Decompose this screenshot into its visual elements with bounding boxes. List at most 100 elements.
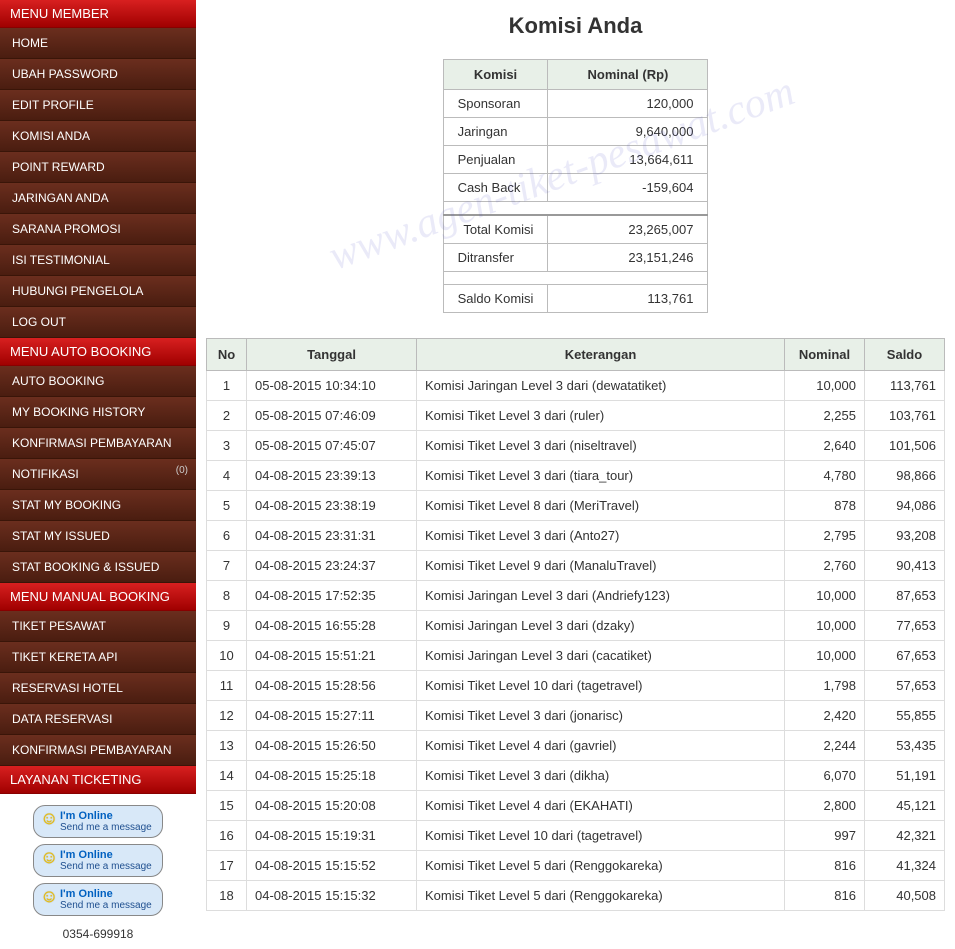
cell-saldo: 90,413 [865, 551, 945, 581]
cell-saldo: 57,653 [865, 671, 945, 701]
table-row: 1404-08-2015 15:25:18Komisi Tiket Level … [207, 761, 945, 791]
table-row: 704-08-2015 23:24:37Komisi Tiket Level 9… [207, 551, 945, 581]
col-nominal: Nominal [785, 339, 865, 371]
table-row: 504-08-2015 23:38:19Komisi Tiket Level 8… [207, 491, 945, 521]
cell-nominal: 4,780 [785, 461, 865, 491]
sidebar-item-edit-profile[interactable]: EDIT PROFILE [0, 90, 196, 121]
saldo-label: Saldo Komisi [443, 285, 548, 313]
cell-nominal: 2,244 [785, 731, 865, 761]
sidebar-item-tiket-pesawat[interactable]: TIKET PESAWAT [0, 611, 196, 642]
col-saldo: Saldo [865, 339, 945, 371]
transactions-table: No Tanggal Keterangan Nominal Saldo 105-… [206, 338, 945, 911]
chat-online-1[interactable]: I'm OnlineSend me a message [33, 805, 163, 838]
table-row: 1204-08-2015 15:27:11Komisi Tiket Level … [207, 701, 945, 731]
cell-no: 17 [207, 851, 247, 881]
cell-keterangan: Komisi Tiket Level 3 dari (dikha) [417, 761, 785, 791]
sidebar-item-data-reservasi[interactable]: DATA RESERVASI [0, 704, 196, 735]
cell-no: 11 [207, 671, 247, 701]
cell-keterangan: Komisi Tiket Level 5 dari (Renggokareka) [417, 851, 785, 881]
cell-saldo: 55,855 [865, 701, 945, 731]
cell-no: 4 [207, 461, 247, 491]
cell-nominal: 816 [785, 851, 865, 881]
cell-no: 8 [207, 581, 247, 611]
cell-nominal: 2,420 [785, 701, 865, 731]
cell-nominal: 997 [785, 821, 865, 851]
table-row: 804-08-2015 17:52:35Komisi Jaringan Leve… [207, 581, 945, 611]
cell-tanggal: 04-08-2015 23:31:31 [247, 521, 417, 551]
summary-table: Komisi Nominal (Rp) Sponsoran120,000Jari… [443, 59, 709, 313]
sidebar-item-stat-booking-issued[interactable]: STAT BOOKING & ISSUED [0, 552, 196, 583]
cell-tanggal: 04-08-2015 15:20:08 [247, 791, 417, 821]
sidebar-item-log-out[interactable]: LOG OUT [0, 307, 196, 338]
cell-keterangan: Komisi Tiket Level 3 dari (tiara_tour) [417, 461, 785, 491]
saldo-value: 113,761 [548, 285, 708, 313]
table-row: 404-08-2015 23:39:13Komisi Tiket Level 3… [207, 461, 945, 491]
sidebar-item-stat-my-issued[interactable]: STAT MY ISSUED [0, 521, 196, 552]
cell-no: 1 [207, 371, 247, 401]
cell-tanggal: 04-08-2015 15:28:56 [247, 671, 417, 701]
cell-saldo: 113,761 [865, 371, 945, 401]
sidebar-item-isi-testimonial[interactable]: ISI TESTIMONIAL [0, 245, 196, 276]
cell-no: 12 [207, 701, 247, 731]
cell-tanggal: 04-08-2015 15:25:18 [247, 761, 417, 791]
cell-tanggal: 04-08-2015 15:19:31 [247, 821, 417, 851]
sidebar-item-konfirmasi-pembayaran[interactable]: KONFIRMASI PEMBAYARAN [0, 735, 196, 766]
cell-nominal: 2,760 [785, 551, 865, 581]
cell-nominal: 10,000 [785, 581, 865, 611]
sidebar-item-point-reward[interactable]: POINT REWARD [0, 152, 196, 183]
cell-no: 6 [207, 521, 247, 551]
sidebar-item-jaringan-anda[interactable]: JARINGAN ANDA [0, 183, 196, 214]
cell-tanggal: 04-08-2015 15:27:11 [247, 701, 417, 731]
cell-keterangan: Komisi Tiket Level 3 dari (ruler) [417, 401, 785, 431]
table-row: 604-08-2015 23:31:31Komisi Tiket Level 3… [207, 521, 945, 551]
sidebar-item-sarana-promosi[interactable]: SARANA PROMOSI [0, 214, 196, 245]
summary-row-label: Penjualan [443, 146, 548, 174]
sidebar-item-reservasi-hotel[interactable]: RESERVASI HOTEL [0, 673, 196, 704]
table-row: 1304-08-2015 15:26:50Komisi Tiket Level … [207, 731, 945, 761]
table-row: 1704-08-2015 15:15:52Komisi Tiket Level … [207, 851, 945, 881]
sidebar-item-ubah-password[interactable]: UBAH PASSWORD [0, 59, 196, 90]
table-row: 105-08-2015 10:34:10Komisi Jaringan Leve… [207, 371, 945, 401]
sidebar-item-notifikasi[interactable]: NOTIFIKASI(0) [0, 459, 196, 490]
table-row: 1604-08-2015 15:19:31Komisi Tiket Level … [207, 821, 945, 851]
table-row: 904-08-2015 16:55:28Komisi Jaringan Leve… [207, 611, 945, 641]
cell-no: 13 [207, 731, 247, 761]
cell-saldo: 42,321 [865, 821, 945, 851]
table-row: 305-08-2015 07:45:07Komisi Tiket Level 3… [207, 431, 945, 461]
cell-nominal: 2,255 [785, 401, 865, 431]
sidebar-item-my-booking-history[interactable]: MY BOOKING HISTORY [0, 397, 196, 428]
cell-keterangan: Komisi Jaringan Level 3 dari (cacatiket) [417, 641, 785, 671]
chat-online-2[interactable]: I'm OnlineSend me a message [33, 844, 163, 877]
menu-header-manualbooking: MENU MANUAL BOOKING [0, 583, 196, 611]
summary-col-nominal: Nominal (Rp) [548, 60, 708, 90]
cell-no: 3 [207, 431, 247, 461]
cell-tanggal: 04-08-2015 23:38:19 [247, 491, 417, 521]
cell-nominal: 878 [785, 491, 865, 521]
cell-tanggal: 05-08-2015 07:46:09 [247, 401, 417, 431]
sidebar-item-home[interactable]: HOME [0, 28, 196, 59]
cell-nominal: 2,795 [785, 521, 865, 551]
cell-tanggal: 05-08-2015 10:34:10 [247, 371, 417, 401]
cell-keterangan: Komisi Jaringan Level 3 dari (dewatatike… [417, 371, 785, 401]
sidebar-item-konfirmasi-pembayaran[interactable]: KONFIRMASI PEMBAYARAN [0, 428, 196, 459]
cell-keterangan: Komisi Tiket Level 3 dari (niseltravel) [417, 431, 785, 461]
cell-keterangan: Komisi Jaringan Level 3 dari (Andriefy12… [417, 581, 785, 611]
cell-no: 7 [207, 551, 247, 581]
table-row: 205-08-2015 07:46:09Komisi Tiket Level 3… [207, 401, 945, 431]
summary-row-value: -159,604 [548, 174, 708, 202]
sidebar-item-tiket-kereta-api[interactable]: TIKET KERETA API [0, 642, 196, 673]
sidebar-item-hubungi-pengelola[interactable]: HUBUNGI PENGELOLA [0, 276, 196, 307]
notif-badge: (0) [176, 465, 188, 476]
col-no: No [207, 339, 247, 371]
cell-keterangan: Komisi Tiket Level 3 dari (Anto27) [417, 521, 785, 551]
main-content: www.agen-tiket-pesawat.com Komisi Anda K… [196, 0, 955, 949]
total-label: Total Komisi [443, 215, 548, 244]
cell-tanggal: 04-08-2015 15:51:21 [247, 641, 417, 671]
cell-keterangan: Komisi Tiket Level 10 dari (tagetravel) [417, 821, 785, 851]
cell-keterangan: Komisi Tiket Level 5 dari (Renggokareka) [417, 881, 785, 911]
sidebar-item-stat-my-booking[interactable]: STAT MY BOOKING [0, 490, 196, 521]
sidebar-item-auto-booking[interactable]: AUTO BOOKING [0, 366, 196, 397]
cell-keterangan: Komisi Tiket Level 10 dari (tagetravel) [417, 671, 785, 701]
cell-nominal: 10,000 [785, 611, 865, 641]
sidebar-item-komisi-anda[interactable]: KOMISI ANDA [0, 121, 196, 152]
